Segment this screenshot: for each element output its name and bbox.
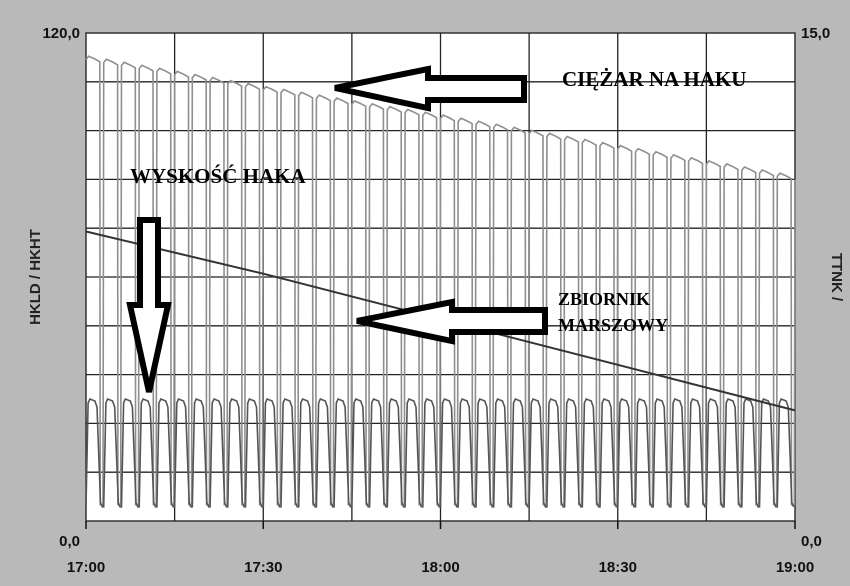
y-left-top-tick-label: 120,0	[42, 25, 80, 42]
y-left-bottom-tick-label: 0,0	[59, 533, 80, 550]
block-height-arrow	[126, 217, 172, 393]
trip-tank-annotation-line2: MARSZOWY	[558, 315, 668, 335]
y-right-label: TTNK /	[828, 253, 845, 302]
y-right-bottom-tick-label: 0,0	[801, 533, 822, 550]
y-left-label: HKLD / HKHT	[27, 229, 44, 325]
x-tick-label: 19:00	[776, 559, 814, 576]
x-tick-label: 17:00	[67, 559, 105, 576]
x-tick-label: 18:00	[421, 559, 459, 576]
block-height-annotation: WYSKOŚĆ HAKA	[130, 164, 306, 188]
trip-tank-arrow	[356, 298, 548, 345]
hookload-arrow	[334, 65, 527, 112]
x-axis-ticks: 17:00 17:30 18:00 18:30 19:00	[67, 521, 814, 576]
y-right-top-tick-label: 15,0	[801, 25, 830, 42]
series-hookload-line	[85, 55, 796, 506]
x-tick-label: 18:30	[599, 559, 637, 576]
trip-tank-annotation-line1: ZBIORNIK	[558, 289, 650, 309]
x-tick-label: 17:30	[244, 559, 282, 576]
series-block-height-line	[85, 397, 795, 508]
hookload-annotation: CIĘŻAR NA HAKU	[562, 67, 746, 91]
